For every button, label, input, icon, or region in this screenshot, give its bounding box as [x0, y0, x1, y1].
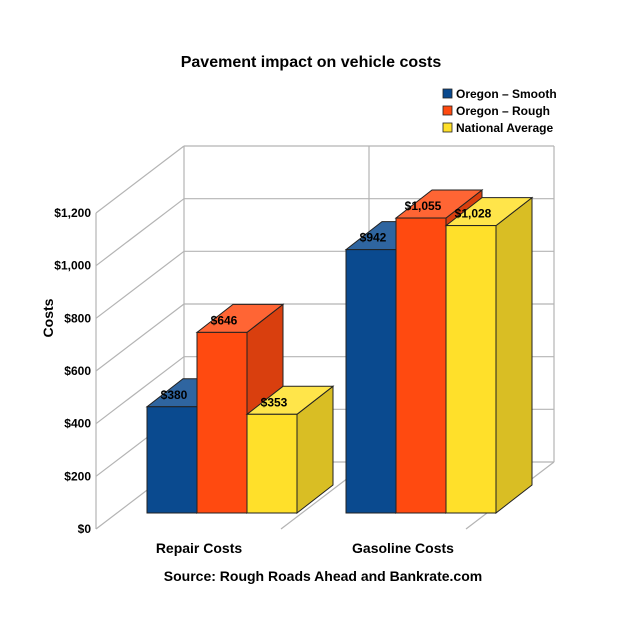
legend-label: Oregon – Smooth	[456, 87, 557, 101]
x-category-label: Repair Costs	[156, 540, 243, 556]
gridline-side	[95, 356, 185, 425]
bar-value-label: $353	[261, 395, 288, 409]
x-axis-categories: Repair Costs Gasoline Costs	[156, 540, 454, 556]
bar-value-label: $1,055	[405, 199, 442, 213]
legend-label: National Average	[456, 121, 553, 135]
y-tick-label: $1,200	[54, 206, 91, 220]
legend-swatch	[442, 88, 453, 99]
bar-group: $380 $646 $353 $942 $1,055 $1,028	[145, 189, 534, 515]
legend-label: Oregon – Rough	[456, 104, 550, 118]
bar-value-label: $1,028	[455, 207, 492, 221]
bar-front	[196, 331, 248, 514]
bar-front	[395, 217, 447, 514]
bar: $1,028	[444, 196, 534, 515]
legend-swatch	[442, 122, 453, 133]
gridline-side	[95, 303, 185, 372]
gridline-side	[95, 145, 185, 214]
chart-title: Pavement impact on vehicle costs	[181, 54, 442, 71]
bar-side	[495, 196, 533, 515]
bar-front	[345, 249, 397, 514]
y-tick-label: $800	[64, 311, 91, 325]
bar-value-label: $942	[360, 231, 387, 245]
bar-front	[146, 406, 198, 514]
chart-source: Source: Rough Roads Ahead and Bankrate.c…	[164, 568, 482, 584]
y-axis-ticks: $0 $200 $400 $600 $800 $1,000 $1,200	[54, 206, 91, 536]
y-tick-label: $1,000	[54, 259, 91, 273]
chart-grid	[95, 145, 555, 530]
y-tick-label: $200	[64, 469, 91, 483]
x-category-label: Gasoline Costs	[352, 540, 454, 556]
y-tick-label: $0	[78, 522, 92, 536]
y-axis-label: Costs	[40, 298, 56, 337]
bar: $353	[245, 385, 335, 515]
gridline-side	[95, 198, 185, 267]
bar-value-label: $380	[161, 388, 188, 402]
chart-legend: Oregon – Smooth Oregon – Rough National Av…	[442, 87, 557, 135]
gridline-side	[95, 250, 185, 319]
bar-front	[445, 225, 497, 514]
y-tick-label: $600	[64, 364, 91, 378]
bar-front	[246, 413, 298, 514]
legend-swatch	[442, 105, 453, 116]
y-tick-label: $400	[64, 417, 91, 431]
bar-value-label: $646	[211, 313, 238, 327]
